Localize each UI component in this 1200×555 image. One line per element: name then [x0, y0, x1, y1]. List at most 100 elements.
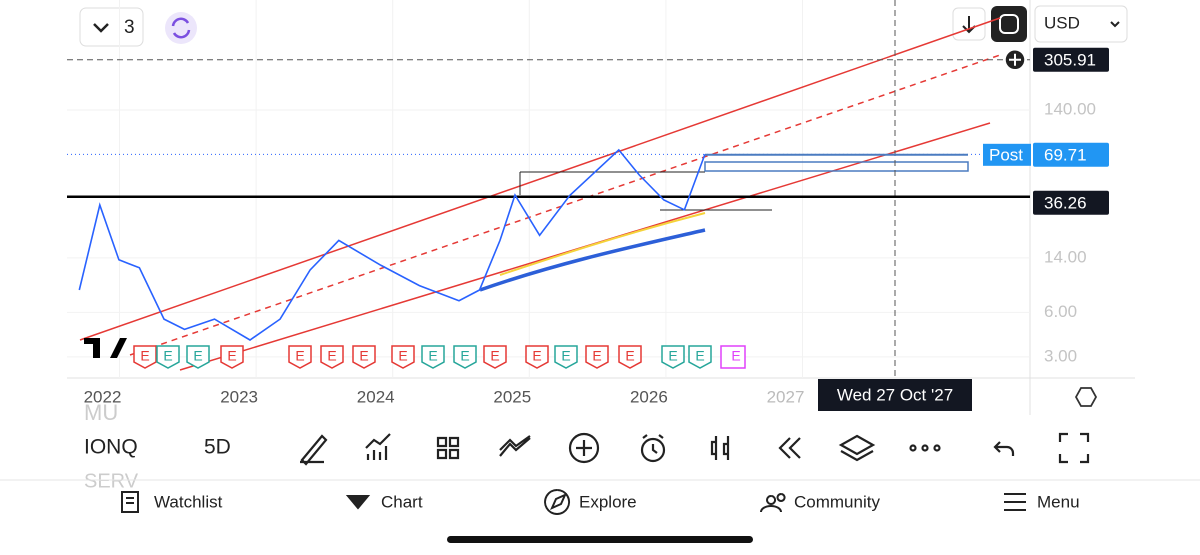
x-tick-label: 2024 — [357, 387, 395, 406]
symbol-faded: MU — [84, 400, 118, 425]
fullscreen-icon — [999, 14, 1019, 34]
earnings-label: E — [532, 348, 541, 364]
toolbar-icons — [300, 432, 1090, 466]
x-tick-label: 2025 — [493, 387, 531, 406]
trend-line — [79, 17, 1001, 341]
crosshair-price-box — [1033, 47, 1109, 72]
earnings-marker[interactable] — [133, 345, 157, 369]
nav-label[interactable]: Explore — [579, 492, 637, 511]
earnings-marker[interactable] — [688, 345, 712, 369]
y-tick-label: 140.00 — [1044, 99, 1096, 118]
earnings-label: E — [695, 348, 704, 364]
undo-icon[interactable] — [993, 441, 1015, 456]
settings-icon — [1074, 387, 1098, 407]
templates-icon[interactable] — [436, 436, 460, 460]
earnings-label: E — [428, 348, 437, 364]
currency-select[interactable] — [1034, 5, 1128, 43]
earnings-marker[interactable] — [288, 345, 312, 369]
chevron-icon — [1110, 21, 1120, 28]
earnings-marker[interactable] — [453, 345, 477, 369]
post-tag: Post — [989, 145, 1023, 164]
home-indicator — [447, 536, 753, 543]
post-tag-box — [983, 143, 1031, 166]
earnings-marker[interactable] — [661, 345, 685, 369]
nav-label[interactable]: Menu — [1037, 492, 1080, 511]
crosshair-price: 305.91 — [1044, 50, 1096, 69]
add-icon[interactable] — [568, 432, 600, 464]
layers-icon[interactable] — [838, 434, 876, 462]
earnings-label: E — [592, 348, 601, 364]
moving-average — [479, 228, 706, 292]
fullscreen-button[interactable] — [991, 6, 1027, 42]
fullscreen-icon[interactable] — [1058, 432, 1090, 464]
nav-label[interactable]: Chart — [381, 492, 423, 511]
trend-line — [129, 54, 1001, 356]
level-price: 36.26 — [1044, 193, 1087, 212]
nav-icon[interactable] — [544, 489, 571, 515]
nav-icon[interactable] — [345, 495, 371, 510]
y-tick-label: 14.00 — [1044, 247, 1087, 266]
post-price-box — [1033, 142, 1109, 167]
earnings-marker[interactable] — [156, 345, 180, 369]
nav-label[interactable]: Watchlist — [154, 492, 223, 511]
earnings-label: E — [295, 348, 304, 364]
x-tick-label: 2027 — [767, 387, 805, 406]
earnings-marker[interactable] — [421, 345, 445, 369]
earnings-marker[interactable] — [320, 345, 344, 369]
alert-icon[interactable] — [640, 437, 666, 463]
earnings-label: E — [561, 348, 570, 364]
y-tick-label: 6.00 — [1044, 302, 1077, 321]
nav-label[interactable]: Community — [794, 492, 880, 511]
interval[interactable]: 5D — [204, 436, 231, 459]
earnings-label: E — [398, 348, 407, 364]
indicators-icon[interactable] — [365, 433, 391, 460]
y-tick-label: 3.00 — [1044, 346, 1077, 365]
layout-button[interactable] — [79, 7, 144, 47]
earnings-label: E — [193, 348, 202, 364]
candle-icon[interactable] — [710, 436, 730, 460]
earnings-label: E — [327, 348, 336, 364]
earnings-marker[interactable] — [585, 345, 609, 369]
replay-icon[interactable] — [778, 437, 801, 459]
earnings-label: E — [163, 348, 172, 364]
earnings-marker — [720, 345, 746, 369]
crosshair-date: Wed 27 Oct '27 — [837, 385, 953, 404]
earnings-marker[interactable] — [391, 345, 415, 369]
tv-logo — [84, 338, 127, 358]
x-tick-label: 2022 — [84, 387, 122, 406]
earnings-marker[interactable] — [352, 345, 376, 369]
nav-icon[interactable] — [121, 491, 139, 513]
more-icon[interactable] — [909, 444, 917, 452]
nav-icon[interactable] — [1004, 493, 1026, 511]
earnings-marker[interactable] — [186, 345, 210, 369]
layout-count: 3 — [124, 17, 135, 38]
earnings-marker[interactable] — [618, 345, 642, 369]
nav-icon[interactable] — [760, 493, 786, 513]
sync-button[interactable] — [165, 12, 197, 44]
compare-icon[interactable] — [499, 435, 531, 457]
earnings-label: E — [731, 348, 740, 364]
draw-icon[interactable] — [300, 434, 328, 466]
post-price: 69.71 — [1044, 145, 1087, 164]
earnings-marker[interactable] — [483, 345, 507, 369]
symbol-faded: SERV — [84, 470, 139, 492]
earnings-label: E — [625, 348, 634, 364]
symbol[interactable]: IONQ — [84, 436, 138, 459]
earnings-label: E — [140, 348, 149, 364]
chevron-icon — [93, 23, 109, 33]
currency: USD — [1044, 13, 1080, 32]
range-box — [704, 161, 969, 172]
price-line — [78, 148, 706, 341]
bottom-nav: Watchlist Chart Explore Community Menu — [121, 489, 1080, 515]
sync-icon — [171, 17, 191, 39]
earnings-marker[interactable] — [220, 345, 244, 369]
earnings-label: E — [359, 348, 368, 364]
earnings-label: E — [227, 348, 236, 364]
earnings-marker[interactable] — [525, 345, 549, 369]
earnings-label: E — [490, 348, 499, 364]
x-tick-label: 2026 — [630, 387, 668, 406]
x-tick-label: 2023 — [220, 387, 258, 406]
earnings-marker[interactable] — [554, 345, 578, 369]
